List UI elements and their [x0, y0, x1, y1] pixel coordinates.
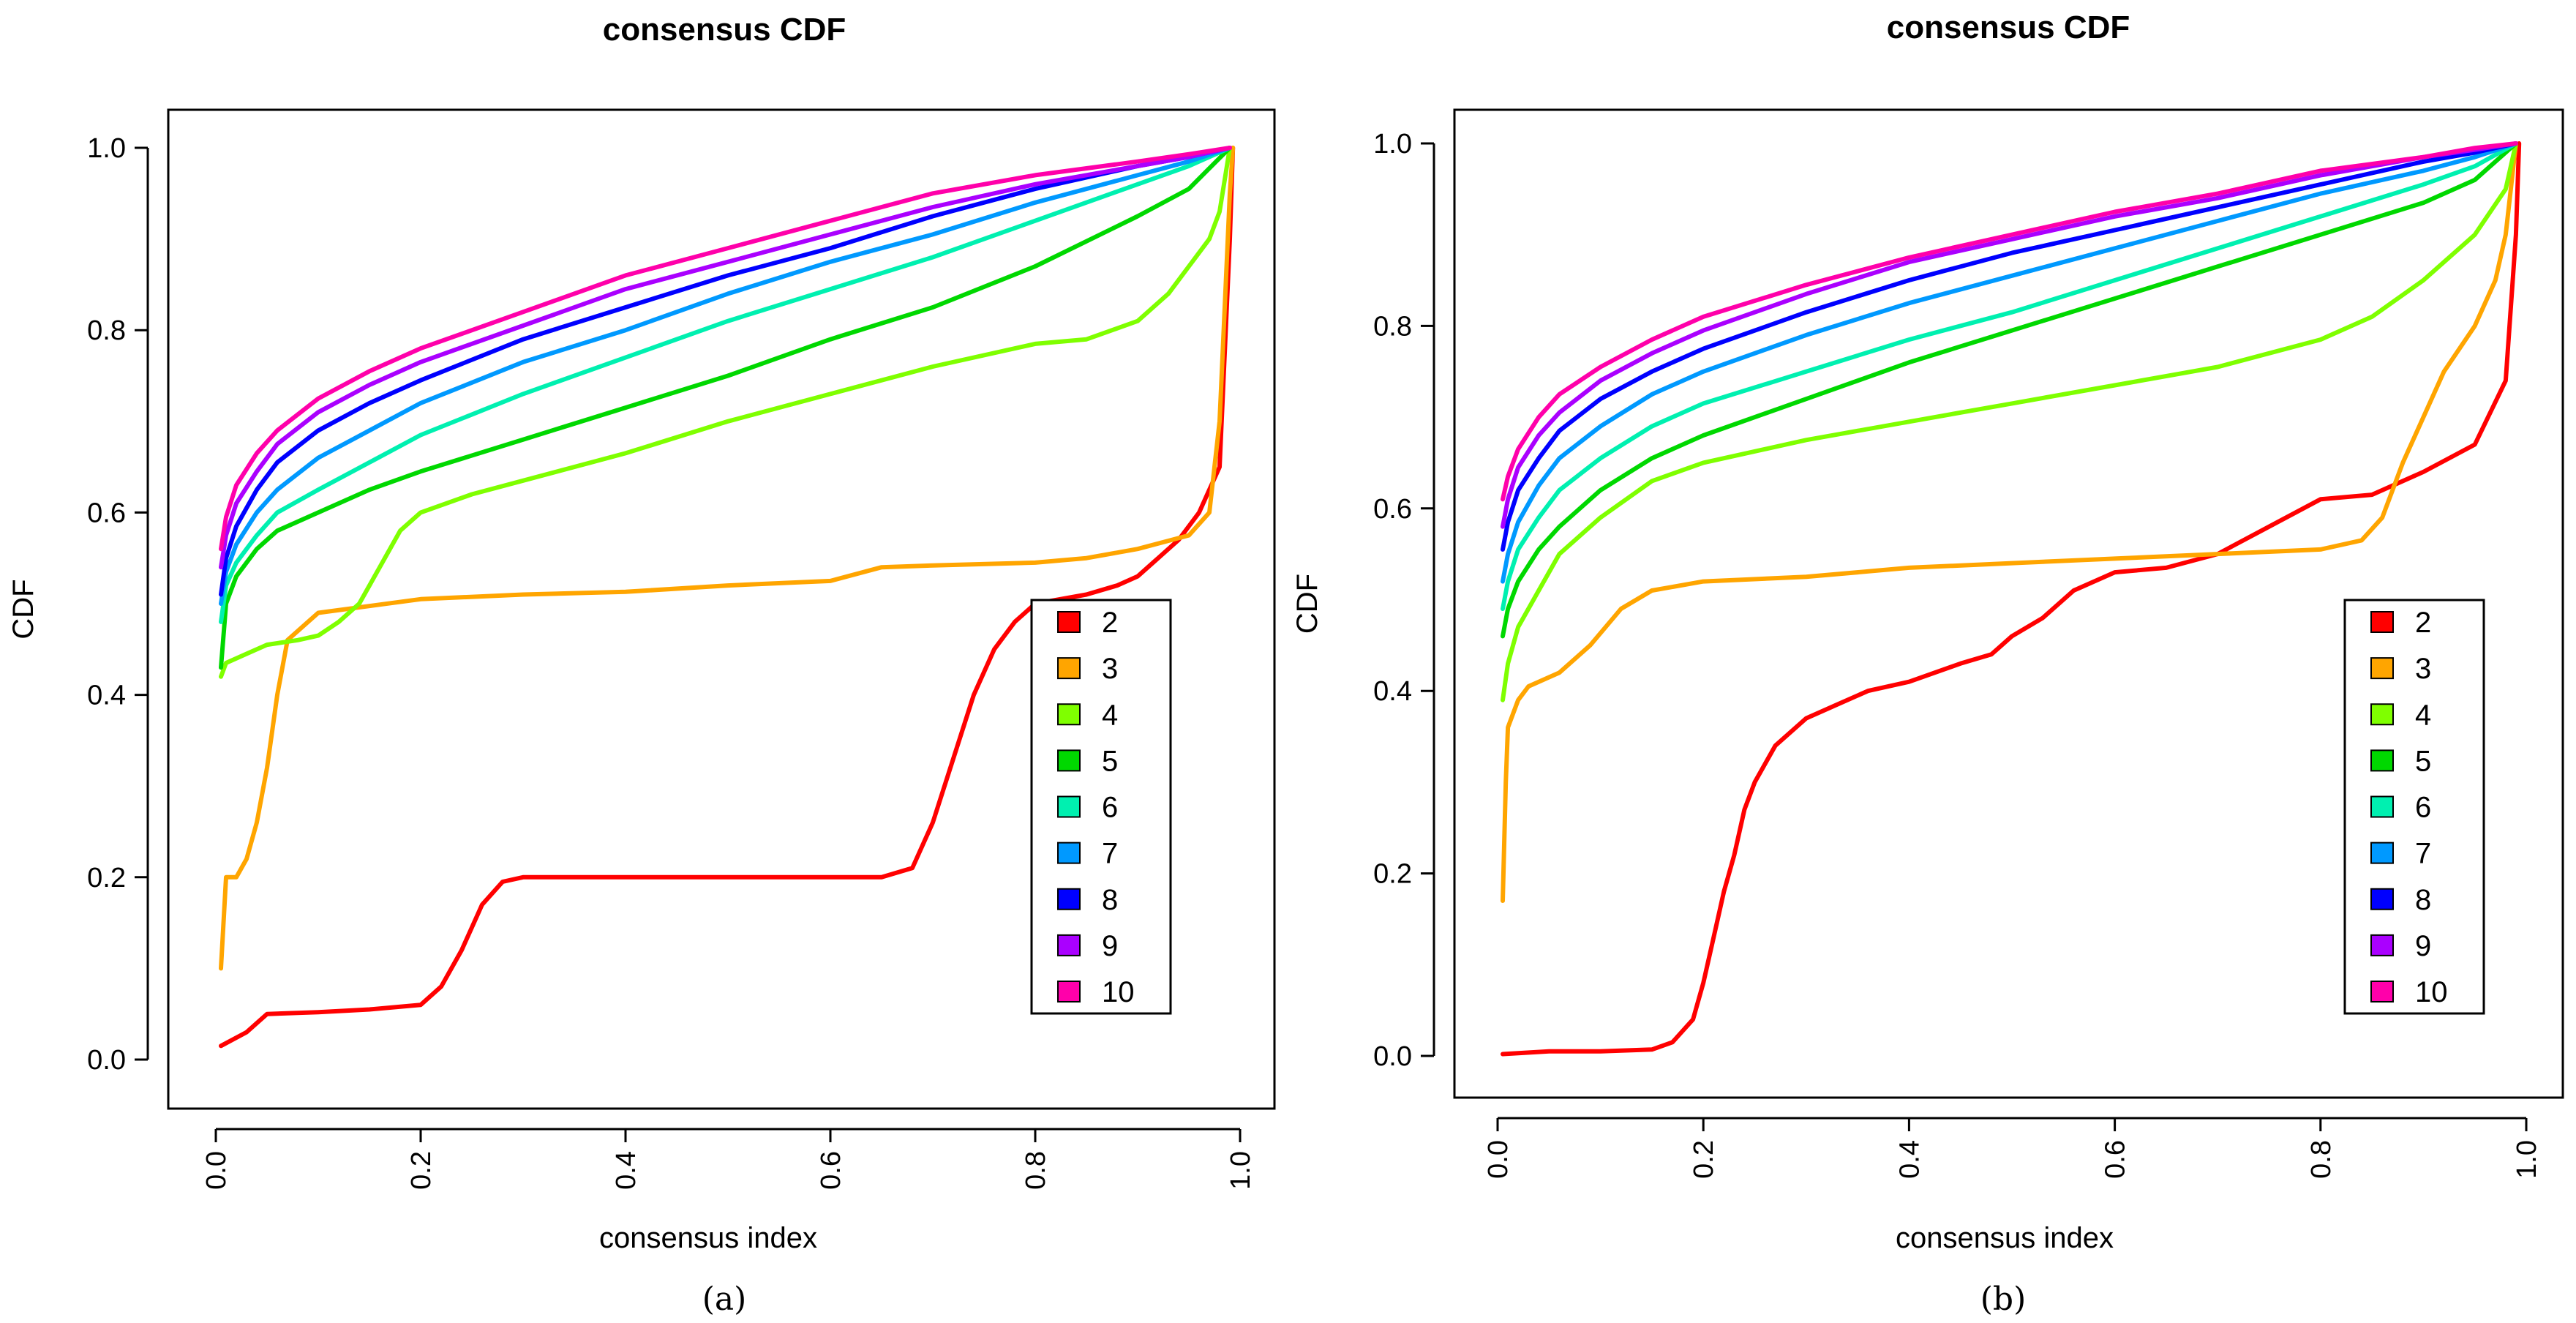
- panel-caption: (a): [702, 1281, 747, 1318]
- legend-swatch-10: [1057, 981, 1081, 1002]
- legend-label: 3: [2415, 653, 2431, 685]
- y-tick-label: 0.6: [87, 498, 126, 528]
- x-axis-label: consensus index: [599, 1222, 817, 1254]
- x-tick-label: 0.4: [1894, 1140, 1925, 1179]
- series-line-5: [219, 146, 1232, 670]
- plot-frame: [167, 108, 1276, 1110]
- x-tick-label: 0.8: [2306, 1140, 2337, 1179]
- x-tick-label: 0.0: [1483, 1140, 1514, 1179]
- x-tick-label: 0.6: [2100, 1140, 2131, 1179]
- x-tick-label: 0.2: [1689, 1140, 1719, 1179]
- legend-swatch-9: [2370, 934, 2394, 956]
- legend-swatch-7: [2370, 842, 2394, 864]
- x-tick-label: 0.0: [201, 1151, 232, 1190]
- chart-panel-a: consensus CDF 0.0 0.2 0.4 0.6 0.8 1.0 0.0 0.2 0.4…: [7, 12, 1276, 1318]
- series-line-4: [219, 146, 1232, 679]
- legend-label: 4: [1102, 699, 1118, 731]
- legend-swatch-6: [1057, 795, 1081, 818]
- series-line-2: [1501, 141, 2522, 1057]
- series-line-3: [1501, 141, 2518, 903]
- x-tick-label: 1.0: [1225, 1151, 1256, 1190]
- series-line-6: [1501, 141, 2518, 611]
- legend-swatch-9: [1057, 934, 1081, 956]
- legend-label: 9: [1102, 930, 1118, 962]
- legend-swatch-10: [2370, 981, 2394, 1002]
- y-tick-label: 1.0: [87, 133, 126, 164]
- x-tick-label: 1.0: [2512, 1140, 2542, 1179]
- series-line-9: [1501, 141, 2518, 529]
- series-line-7: [1501, 141, 2518, 584]
- series-line-5: [1501, 141, 2518, 639]
- y-axis-label: CDF: [1291, 574, 1323, 634]
- series-line-10: [1501, 141, 2518, 502]
- y-tick-label: 0.8: [1373, 311, 1412, 342]
- series-line-6: [219, 146, 1232, 624]
- y-tick-label: 0.4: [87, 681, 126, 711]
- legend-box: [2343, 599, 2485, 1015]
- legend-label: 4: [2415, 699, 2431, 731]
- legend-label: 2: [1102, 607, 1118, 639]
- legend-label: 10: [1102, 976, 1135, 1008]
- y-tick-label: 0.0: [1373, 1041, 1412, 1072]
- chart-title: consensus CDF: [1887, 10, 2130, 45]
- legend-label: 7: [1102, 838, 1118, 870]
- legend-swatch-2: [1057, 611, 1081, 633]
- y-tick-label: 0.2: [1373, 859, 1412, 890]
- legend-swatch-6: [2370, 795, 2394, 818]
- legend-label: 5: [2415, 745, 2431, 777]
- legend-label: 7: [2415, 838, 2431, 870]
- legend-swatch-8: [1057, 888, 1081, 910]
- panel-caption: (b): [1980, 1281, 2027, 1318]
- legend: 2 3 4 5 6 7 8 9 10: [1030, 599, 1172, 1015]
- y-tick-label: 0.0: [87, 1045, 126, 1076]
- y-tick-label: 0.6: [1373, 494, 1412, 525]
- legend-label: 8: [2415, 884, 2431, 916]
- legend-swatch-4: [2370, 703, 2394, 726]
- legend-label: 6: [2415, 792, 2431, 824]
- legend-swatch-4: [1057, 703, 1081, 726]
- plot-frame: [1453, 108, 2564, 1099]
- y-tick-label: 0.4: [1373, 676, 1412, 707]
- x-tick-label: 0.8: [1021, 1151, 1051, 1190]
- x-tick-label: 0.6: [816, 1151, 846, 1190]
- x-axis-label: consensus index: [1896, 1222, 2114, 1254]
- series-line-7: [219, 146, 1232, 606]
- x-tick-label: 0.4: [611, 1151, 642, 1190]
- legend: 2 3 4 5 6 7 8 9 10: [2343, 599, 2485, 1015]
- legend-label: 10: [2415, 976, 2448, 1008]
- y-tick-label: 0.2: [87, 863, 126, 893]
- legend-swatch-3: [1057, 657, 1081, 680]
- legend-swatch-7: [1057, 842, 1081, 864]
- y-axis-label: CDF: [7, 579, 40, 639]
- series-line-8: [219, 146, 1232, 597]
- legend-swatch-5: [1057, 749, 1081, 772]
- legend-swatch-2: [2370, 611, 2394, 633]
- legend-label: 2: [2415, 607, 2431, 639]
- series-line-2: [219, 146, 1236, 1049]
- series-line-8: [1501, 141, 2518, 552]
- legend-swatch-8: [2370, 888, 2394, 910]
- series-line-3: [219, 146, 1236, 971]
- legend-label: 3: [1102, 653, 1118, 685]
- series-line-9: [219, 146, 1232, 570]
- chart-title: consensus CDF: [603, 12, 846, 48]
- legend-swatch-3: [2370, 657, 2394, 680]
- series-line-4: [1501, 141, 2518, 702]
- legend-label: 5: [1102, 745, 1118, 777]
- legend-swatch-5: [2370, 749, 2394, 772]
- y-tick-label: 1.0: [1373, 129, 1412, 160]
- legend-label: 6: [1102, 792, 1118, 824]
- series-line-10: [219, 146, 1232, 552]
- y-tick-label: 0.8: [87, 315, 126, 346]
- x-tick-label: 0.2: [406, 1151, 437, 1190]
- legend-box: [1030, 599, 1172, 1015]
- legend-label: 8: [1102, 884, 1118, 916]
- legend-label: 9: [2415, 930, 2431, 962]
- chart-panel-b: consensus CDF 0.0 0.2 0.4 0.6 0.8 1.0 0.0 0.2 0.4…: [1291, 10, 2564, 1318]
